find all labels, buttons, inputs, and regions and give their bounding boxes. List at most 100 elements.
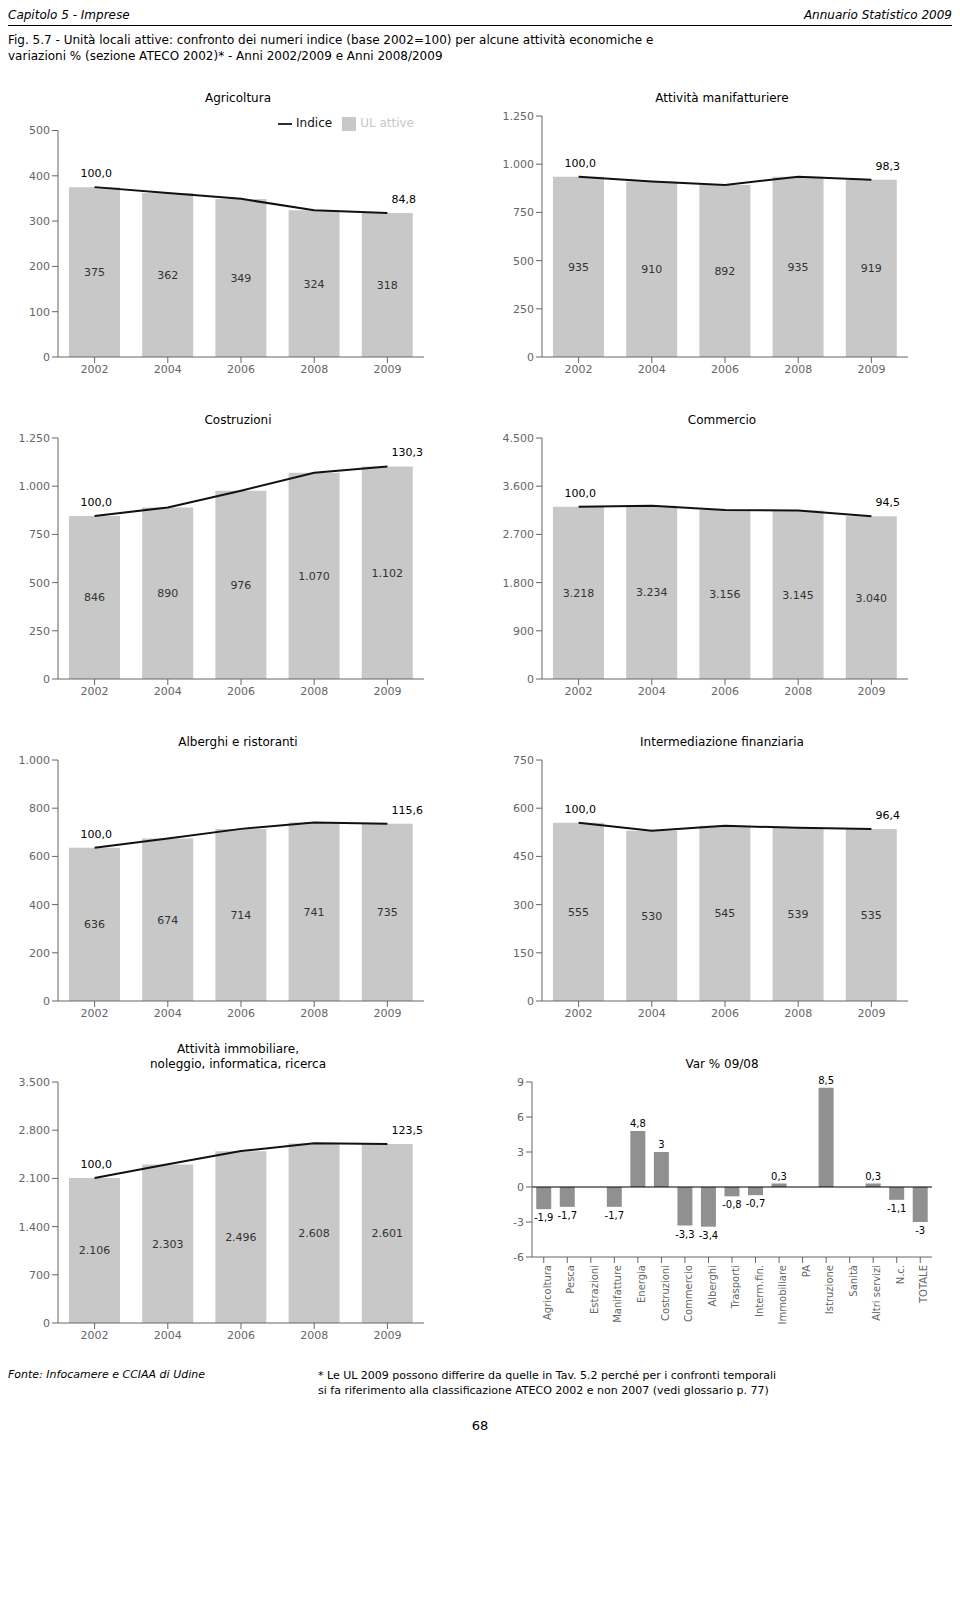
svg-text:600: 600 (513, 802, 534, 815)
svg-text:-3,3: -3,3 (675, 1229, 695, 1240)
svg-text:3.145: 3.145 (782, 589, 814, 602)
svg-text:2006: 2006 (227, 1329, 255, 1342)
svg-text:2009: 2009 (857, 363, 885, 376)
svg-text:200: 200 (29, 947, 50, 960)
svg-text:6: 6 (517, 1111, 524, 1124)
svg-text:Estrazioni: Estrazioni (589, 1265, 600, 1314)
svg-text:539: 539 (788, 908, 809, 921)
svg-text:2009: 2009 (373, 1329, 401, 1342)
svg-text:2004: 2004 (154, 685, 182, 698)
svg-text:100: 100 (29, 306, 50, 319)
svg-text:3.234: 3.234 (636, 586, 668, 599)
svg-text:2009: 2009 (373, 685, 401, 698)
svg-text:2006: 2006 (711, 685, 739, 698)
svg-text:130,3: 130,3 (391, 446, 423, 459)
svg-text:Altri servizi: Altri servizi (871, 1265, 882, 1321)
svg-text:535: 535 (861, 909, 882, 922)
svg-text:375: 375 (84, 266, 105, 279)
svg-text:846: 846 (84, 591, 105, 604)
svg-text:84,8: 84,8 (391, 193, 416, 206)
svg-text:-1,7: -1,7 (605, 1210, 625, 1221)
svg-text:-0,7: -0,7 (746, 1198, 766, 1209)
svg-text:Immobiliare: Immobiliare (777, 1265, 788, 1324)
svg-text:Sanità: Sanità (848, 1265, 859, 1297)
svg-text:2006: 2006 (227, 363, 255, 376)
svg-text:Commercio: Commercio (683, 1265, 694, 1322)
svg-text:2008: 2008 (300, 1329, 328, 1342)
svg-text:400: 400 (29, 170, 50, 183)
svg-text:2004: 2004 (638, 1007, 666, 1020)
svg-text:555: 555 (568, 906, 589, 919)
svg-text:-6: -6 (513, 1251, 524, 1264)
svg-text:98,3: 98,3 (875, 160, 900, 173)
svg-text:0: 0 (517, 1181, 524, 1194)
svg-text:100,0: 100,0 (81, 167, 113, 180)
svg-text:2008: 2008 (300, 1007, 328, 1020)
svg-text:2004: 2004 (154, 1007, 182, 1020)
svg-text:0: 0 (527, 995, 534, 1008)
svg-text:674: 674 (157, 914, 178, 927)
svg-text:636: 636 (84, 918, 105, 931)
svg-text:Interm.fin.: Interm.fin. (754, 1265, 765, 1317)
svg-text:4,8: 4,8 (630, 1118, 646, 1129)
svg-text:300: 300 (29, 215, 50, 228)
svg-text:318: 318 (377, 279, 398, 292)
svg-text:-3,4: -3,4 (699, 1230, 719, 1241)
svg-text:0: 0 (43, 673, 50, 686)
svg-text:500: 500 (513, 255, 534, 268)
svg-text:100,0: 100,0 (565, 157, 597, 170)
svg-text:935: 935 (568, 261, 589, 274)
svg-text:976: 976 (230, 579, 251, 592)
svg-text:2008: 2008 (300, 685, 328, 698)
svg-text:100,0: 100,0 (81, 1158, 113, 1171)
svg-text:115,6: 115,6 (391, 804, 423, 817)
svg-text:2004: 2004 (638, 685, 666, 698)
svg-text:2006: 2006 (711, 1007, 739, 1020)
svg-text:0,3: 0,3 (865, 1171, 881, 1182)
svg-text:1.102: 1.102 (372, 567, 404, 580)
svg-text:1.800: 1.800 (503, 577, 535, 590)
svg-text:919: 919 (861, 262, 882, 275)
svg-text:0,3: 0,3 (771, 1171, 787, 1182)
svg-text:Pesca: Pesca (565, 1265, 576, 1294)
svg-text:0: 0 (527, 673, 534, 686)
svg-text:-3: -3 (513, 1216, 524, 1229)
svg-text:2006: 2006 (711, 363, 739, 376)
svg-text:890: 890 (157, 587, 178, 600)
svg-text:750: 750 (513, 754, 534, 767)
svg-text:2008: 2008 (784, 685, 812, 698)
svg-text:2002: 2002 (565, 1007, 593, 1020)
svg-text:2009: 2009 (373, 363, 401, 376)
svg-text:0: 0 (43, 351, 50, 364)
svg-text:2002: 2002 (565, 363, 593, 376)
svg-text:123,5: 123,5 (391, 1124, 423, 1137)
svg-text:0: 0 (527, 351, 534, 364)
svg-text:500: 500 (29, 577, 50, 590)
svg-text:Costruzioni: Costruzioni (660, 1265, 671, 1321)
svg-text:150: 150 (513, 947, 534, 960)
svg-text:2002: 2002 (565, 685, 593, 698)
svg-text:1.250: 1.250 (19, 432, 51, 445)
svg-text:100,0: 100,0 (81, 828, 113, 841)
svg-text:750: 750 (29, 528, 50, 541)
svg-text:Istruzione: Istruzione (824, 1265, 835, 1314)
svg-text:2008: 2008 (300, 363, 328, 376)
svg-text:910: 910 (641, 263, 662, 276)
svg-text:3.040: 3.040 (856, 592, 888, 605)
svg-text:-0,8: -0,8 (722, 1199, 742, 1210)
svg-text:Manifatture: Manifatture (612, 1265, 623, 1323)
svg-text:300: 300 (513, 899, 534, 912)
svg-text:2008: 2008 (784, 1007, 812, 1020)
svg-text:2.700: 2.700 (503, 528, 535, 541)
svg-text:-1,1: -1,1 (887, 1203, 907, 1214)
svg-text:100,0: 100,0 (565, 487, 597, 500)
svg-text:2002: 2002 (81, 1329, 109, 1342)
svg-text:-1,7: -1,7 (558, 1210, 578, 1221)
svg-text:1.000: 1.000 (19, 754, 51, 767)
svg-text:400: 400 (29, 899, 50, 912)
svg-text:2002: 2002 (81, 1007, 109, 1020)
svg-text:0: 0 (43, 995, 50, 1008)
svg-text:2004: 2004 (638, 363, 666, 376)
svg-text:2.608: 2.608 (298, 1227, 330, 1240)
svg-text:1.400: 1.400 (19, 1221, 51, 1234)
